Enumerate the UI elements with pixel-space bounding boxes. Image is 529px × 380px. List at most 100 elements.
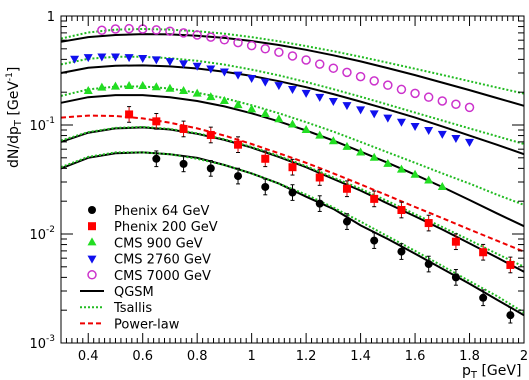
point-phenix-200-gev	[125, 110, 134, 119]
point-cms-2760-gev	[328, 98, 338, 107]
point-cms-2760-gev	[356, 106, 366, 115]
point-phenix-64-gev	[342, 217, 351, 226]
point-cms-7000-gev	[314, 59, 325, 69]
point-cms-7000-gev	[274, 47, 284, 57]
point-cms-7000-gev	[369, 76, 379, 86]
point-phenix-64-gev	[261, 182, 270, 191]
curve-tsallis	[60, 151, 525, 314]
x-axis-title: pT [GeV]	[462, 363, 521, 380]
point-cms-2760-gev	[424, 126, 434, 135]
point-phenix-64-gev	[315, 199, 324, 208]
y-tick-label-base: 1	[47, 10, 55, 25]
legend-swatch-phenix-64-gev	[88, 206, 96, 214]
point-cms-7000-gev	[110, 24, 121, 34]
y-tick-label-base: 10	[29, 119, 46, 134]
y-tick-label-exponent: -1	[46, 116, 55, 126]
point-cms-2760-gev	[451, 134, 461, 143]
point-cms-900-gev	[179, 86, 189, 95]
data-points	[70, 23, 515, 324]
y-tick-label-base: 10	[29, 337, 46, 352]
point-cms-2760-gev	[70, 55, 80, 64]
point-cms-900-gev	[138, 80, 148, 89]
point-phenix-200-gev	[397, 206, 406, 215]
y-axis-title-main: dN/dp	[6, 126, 22, 168]
point-cms-900-gev	[342, 141, 352, 150]
plot-frame	[60, 15, 525, 344]
y-tick-label: 1	[47, 10, 55, 25]
point-cms-900-gev	[396, 164, 406, 173]
point-cms-2760-gev	[410, 122, 420, 131]
point-cms-900-gev	[383, 158, 393, 167]
point-phenix-64-gev	[206, 164, 215, 173]
point-cms-7000-gev	[437, 96, 448, 106]
legend-label: CMS 7000 GeV	[114, 269, 211, 284]
point-cms-2760-gev	[179, 60, 189, 69]
y-tick-label-exponent: -2	[46, 225, 55, 235]
x-tick-label: 2	[520, 349, 528, 364]
point-phenix-64-gev	[506, 311, 515, 320]
point-phenix-64-gev	[370, 236, 379, 245]
point-phenix-64-gev	[424, 260, 433, 269]
point-cms-7000-gev	[423, 92, 434, 102]
point-cms-7000-gev	[287, 51, 298, 61]
point-cms-2760-gev	[396, 118, 406, 127]
curve-qgsm	[60, 33, 525, 107]
y-axis-title: dN/dpT [GeV-1]	[5, 67, 24, 168]
point-phenix-200-gev	[288, 163, 297, 172]
legend-swatch-cms-7000-gev	[87, 270, 97, 280]
point-phenix-200-gev	[261, 154, 270, 163]
point-cms-7000-gev	[451, 99, 461, 110]
point-cms-900-gev	[247, 104, 257, 113]
point-cms-900-gev	[288, 119, 297, 128]
x-tick-label: 1.8	[459, 349, 480, 364]
x-tick-label: 1	[248, 349, 256, 364]
point-cms-7000-gev	[301, 55, 311, 65]
point-cms-2760-gev	[110, 53, 120, 62]
point-cms-2760-gev	[138, 54, 148, 63]
point-phenix-200-gev	[342, 184, 351, 193]
point-cms-2760-gev	[260, 78, 270, 87]
point-cms-900-gev	[437, 181, 447, 190]
point-cms-900-gev	[328, 136, 338, 145]
point-cms-7000-gev	[246, 40, 257, 51]
x-tick-label: 0.4	[78, 349, 99, 364]
point-cms-7000-gev	[124, 23, 134, 34]
point-cms-900-gev	[97, 82, 107, 91]
curve-qgsm	[60, 64, 525, 156]
point-cms-7000-gev	[410, 88, 420, 99]
point-cms-900-gev	[124, 80, 134, 89]
legend-label: Phenix 64 GeV	[114, 204, 209, 219]
point-cms-2760-gev	[83, 54, 93, 63]
point-cms-7000-gev	[192, 30, 202, 40]
point-cms-900-gev	[219, 96, 229, 105]
point-cms-2760-gev	[124, 54, 134, 63]
point-cms-7000-gev	[97, 25, 107, 36]
point-phenix-200-gev	[506, 260, 515, 269]
point-phenix-200-gev	[152, 117, 161, 126]
point-cms-900-gev	[410, 169, 420, 178]
point-phenix-200-gev	[479, 248, 488, 257]
point-cms-900-gev	[315, 130, 325, 139]
point-cms-900-gev	[356, 147, 366, 156]
point-phenix-64-gev	[397, 247, 406, 256]
point-phenix-64-gev	[451, 273, 460, 282]
point-phenix-64-gev	[288, 188, 297, 197]
point-cms-7000-gev	[233, 37, 243, 48]
y-axis-title-sub: T	[13, 119, 24, 127]
point-cms-900-gev	[110, 81, 120, 90]
point-cms-900-gev	[192, 88, 202, 97]
point-phenix-200-gev	[315, 173, 324, 182]
point-phenix-64-gev	[479, 293, 488, 302]
point-cms-900-gev	[165, 83, 175, 92]
point-phenix-64-gev	[234, 172, 243, 181]
legend-label: CMS 900 GeV	[114, 236, 203, 251]
point-cms-900-gev	[274, 114, 284, 123]
point-cms-7000-gev	[464, 102, 475, 113]
legend-swatch-phenix-200-gev	[88, 222, 96, 231]
point-cms-2760-gev	[315, 93, 325, 102]
point-cms-900-gev	[206, 92, 216, 101]
x-axis-title-main: p	[462, 363, 471, 379]
x-tick-label: 0.8	[187, 349, 208, 364]
y-tick-label: 10-2	[29, 225, 55, 243]
